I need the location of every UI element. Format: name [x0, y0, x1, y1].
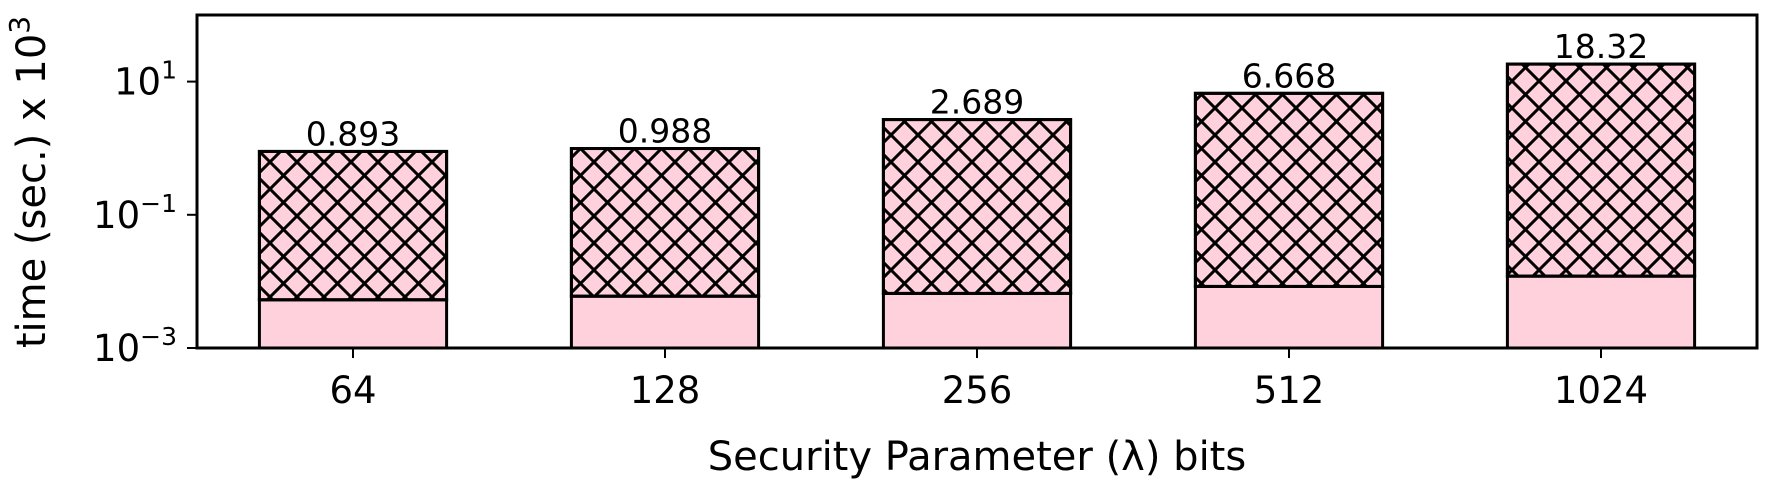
bar-hatch-512	[1193, 91, 1385, 288]
y-tick-base: 10	[114, 61, 161, 104]
y-tick-base: 10	[93, 194, 140, 237]
y-tick-label: 10−1	[93, 189, 177, 237]
x-tick-label-1024: 1024	[1554, 369, 1648, 412]
bar-lower-64	[257, 298, 449, 350]
y-axis-title: time (sec.) x 103	[3, 16, 55, 348]
bar-lower-128	[569, 294, 761, 350]
x-tick-label-128: 128	[630, 369, 701, 412]
bar-hatch-64	[257, 149, 449, 302]
value-labels: 0.893 0.988 2.689 6.668 18.32	[306, 27, 1648, 153]
bar-hatch-1024	[1505, 62, 1697, 278]
y-axis-title-text: time (sec.) x 10	[9, 34, 55, 348]
bars	[257, 62, 1697, 350]
y-tick-exponent: −3	[140, 322, 177, 351]
bar-hatch-128	[569, 147, 761, 298]
value-label-1024: 18.32	[1554, 27, 1648, 66]
y-tick-base: 10	[93, 327, 140, 370]
y-tick-label: 10−3	[93, 322, 177, 370]
bar-lower-256	[881, 291, 1073, 350]
bar-hatch-256	[881, 118, 1073, 295]
x-axis: 64 128 256 512 1024	[329, 348, 1648, 412]
y-tick-label: 101	[114, 56, 177, 104]
x-tick-label-256: 256	[942, 369, 1013, 412]
x-tick-label-512: 512	[1254, 369, 1325, 412]
y-tick-exponent: −1	[140, 189, 177, 218]
x-axis-title: Security Parameter (λ) bits	[708, 434, 1246, 480]
y-axis-title-exponent: 3	[3, 16, 36, 34]
bar-lower-512	[1193, 284, 1385, 350]
value-label-128: 0.988	[618, 112, 712, 151]
bar-lower-1024	[1505, 274, 1697, 350]
value-label-256: 2.689	[930, 83, 1024, 122]
y-tick-exponent: 1	[161, 56, 177, 85]
x-tick-label-64: 64	[329, 369, 376, 412]
value-label-64: 0.893	[306, 114, 400, 153]
value-label-512: 6.668	[1242, 56, 1336, 95]
